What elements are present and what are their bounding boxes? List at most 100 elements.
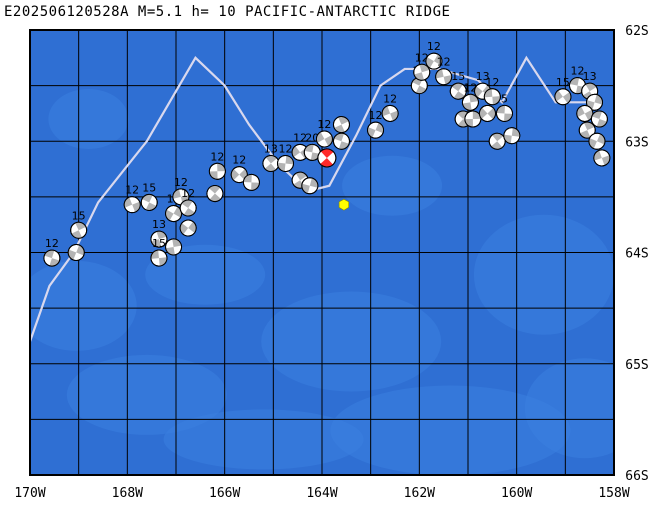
mechanism-depth-label: 15 [142,181,156,194]
mechanism-depth-label: 12 [232,154,246,167]
focal-mechanism-beachball [593,149,611,167]
bathymetry-patch [48,89,129,149]
focal-mechanism-beachball [301,177,319,195]
mechanism-depth-label: 15 [451,70,465,83]
focal-mechanism-beachball [435,68,453,86]
mechanism-depth-label: 12 [485,76,499,89]
bathymetry-patch [66,354,227,435]
mechanism-depth-label: 13 [583,70,597,83]
mechanism-depth-label: 12 [383,92,397,105]
focal-mechanism-beachball [496,104,513,122]
main-event-beachball [317,148,337,168]
focal-mechanism-beachball [554,88,572,106]
focal-mechanism-beachball [206,185,224,203]
focal-mechanism-beachball [483,88,501,106]
longitude-tick-label: 166W [209,486,240,501]
bathymetry-patch [524,358,614,459]
focal-mechanism-beachball [332,132,350,150]
longitude-tick-label: 162W [404,486,435,501]
focal-mechanism-beachball [588,132,606,150]
mechanism-depth-label: 15 [72,209,86,222]
mechanism-depth-label: 20 [305,131,319,144]
bathymetry-shading [30,89,614,475]
focal-mechanism-beachball [262,155,280,172]
latitude-tick-label: 63S [625,135,648,150]
focal-mechanism-beachball [165,205,183,223]
mechanism-depth-label: 12 [317,118,331,131]
focal-mechanism-beachball [179,199,197,217]
mechanism-depth-label: 12 [415,51,429,64]
focal-mechanism-beachball [332,116,350,134]
event-title: E202506120528A M=5.1 h= 10 PACIFIC-ANTAR… [4,4,451,20]
mechanism-depth-label: 12 [571,65,585,78]
focal-mechanism-beachball [381,104,399,122]
focal-mechanism-beachball [590,110,608,128]
latitude-labels: 62S 63S 64S 65S 66S [625,24,648,484]
focal-mechanism-beachball [464,110,482,128]
focal-mechanism-beachball [576,104,594,122]
focal-mechanism-beachball [70,221,88,239]
mechanism-depth-label: 12 [181,187,195,200]
bathymetry-patch [473,214,614,335]
latitude-tick-label: 62S [625,24,648,39]
focal-mechanism-beachball [67,244,85,261]
longitude-tick-label: 168W [112,486,143,501]
map-frame-group: 1215121513121212151212131212201212121212… [29,29,615,476]
latitude-tick-label: 66S [625,469,648,484]
bathymetry-patch [145,244,266,305]
focal-mechanism-beachball [367,121,385,139]
focal-mechanism-beachball [315,130,333,148]
longitude-tick-label: 164W [306,486,337,501]
focal-mechanism-beachball [449,82,467,100]
latitude-tick-label: 65S [625,358,648,373]
focal-mechanism-beachball [165,238,183,256]
focal-mechanism-beachball [586,93,604,111]
mechanism-depth-label: 12 [463,81,477,94]
mechanism-depth-label: 12 [437,56,451,69]
focal-mechanism-beachball [123,196,141,214]
focal-mechanism-beachball [303,143,321,161]
focal-mechanism-beachball [43,249,61,267]
longitude-tick-label: 158W [598,486,629,501]
mechanism-depth-label: 12 [174,176,188,189]
focal-mechanism-beachball [503,127,521,145]
mechanism-depth-label: 13 [264,143,278,156]
focal-mechanism-beachball [410,77,428,95]
focal-mechanism-beachball [478,104,496,122]
mechanism-depth-label: 5 [501,92,508,105]
mechanism-depth-label: 12 [369,109,383,122]
focal-mechanism-beachball [150,230,168,248]
map-border [29,29,615,476]
focal-mechanism-beachball [461,93,479,111]
mechanism-depth-label: 13 [476,70,490,83]
bathymetry-patch [163,409,364,470]
bathymetry-patch [30,260,137,351]
mechanism-depth-label: 15 [152,237,166,250]
mechanism-depth-label: 13 [152,218,166,231]
longitude-tick-label: 160W [501,486,532,501]
focal-mechanism-beachball [179,219,197,237]
mechanism-depth-label: 12 [293,131,307,144]
mechanism-depth-label: 12 [125,184,139,197]
focal-mechanism-beachball [277,155,294,172]
mechanism-layer: 1215121513121212151212131212201212121212… [43,40,611,267]
focal-mechanism-beachball [140,193,158,211]
focal-mechanism-beachball [208,162,226,180]
mechanism-depth-label: 12 [427,40,441,53]
longitude-tick-label: 170W [14,486,45,501]
focal-mechanism-beachball [425,52,443,70]
focal-mechanism-beachball [242,173,260,191]
focal-mechanism-beachball [488,132,506,150]
mechanism-depth-label: 12 [45,237,59,250]
epicenter-marker [338,198,350,211]
bathymetry-patch [330,385,571,475]
latitude-tick-label: 64S [625,247,648,262]
bathymetry-patch [261,291,442,392]
mechanism-depth-label: 12 [279,143,293,156]
mechanism-depth-label: 15 [556,76,570,89]
longitude-labels: 170W 168W 166W 164W 162W 160W 158W [14,486,629,501]
mechanism-depth-label: 12 [210,150,224,163]
bathymetry-patch [342,155,443,216]
focal-mechanism-beachball [413,63,431,81]
